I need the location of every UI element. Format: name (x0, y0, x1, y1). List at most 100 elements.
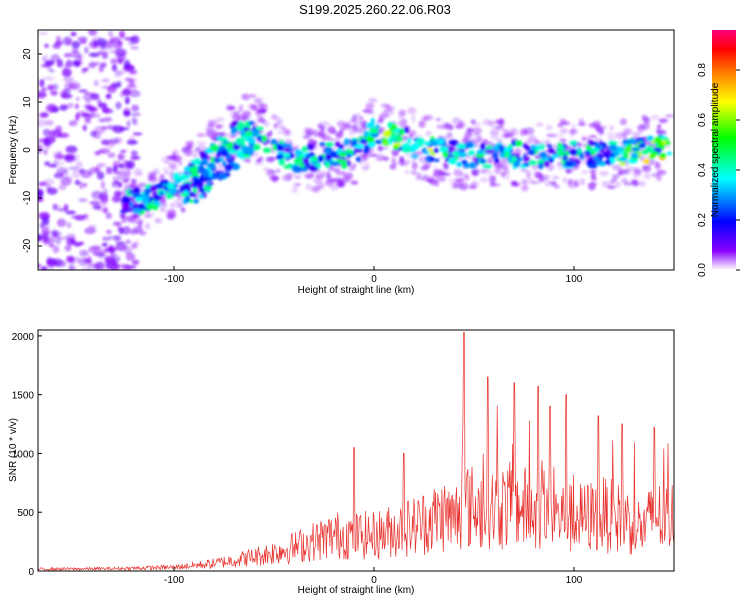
noise-blob (124, 96, 130, 105)
halo-blob (215, 117, 225, 122)
halo-blob (130, 228, 139, 235)
snr-x-label: Height of straight line (km) (298, 585, 415, 596)
noise-blob (98, 248, 108, 255)
halo-blob (567, 178, 574, 186)
ridge-blob (401, 147, 412, 153)
ridge-blob (203, 169, 210, 178)
noise-blob (89, 200, 101, 205)
ridge-blob (382, 130, 391, 137)
halo-blob (656, 129, 667, 135)
halo-blob (496, 183, 501, 187)
ridge-blob (219, 157, 224, 162)
noise-blob (101, 78, 110, 83)
halo-blob (311, 185, 320, 193)
halo-blob (484, 167, 490, 172)
noise-blob (48, 243, 55, 248)
ridge-blob (309, 165, 317, 172)
halo-blob (416, 172, 422, 179)
noise-blob (125, 252, 136, 261)
noise-blob (96, 163, 106, 167)
y-tick-label: -10 (22, 190, 33, 205)
halo-blob (258, 115, 264, 120)
noise-blob (115, 242, 127, 252)
noise-blob (78, 257, 90, 267)
ridge-blob (194, 157, 201, 166)
halo-blob (489, 129, 500, 136)
ridge-blob (411, 142, 420, 150)
halo-blob (233, 111, 239, 116)
ridge-blob (312, 156, 318, 162)
halo-blob (400, 118, 408, 126)
noise-blob (68, 166, 80, 171)
noise-blob (38, 138, 50, 143)
halo-blob (407, 130, 417, 136)
halo-blob (646, 140, 651, 145)
halo-blob (382, 156, 390, 162)
halo-blob (521, 178, 529, 186)
ridge-blob (299, 163, 305, 169)
ridge-blob (346, 153, 352, 159)
halo-blob (528, 179, 537, 185)
ridge-blob (390, 133, 399, 140)
halo-blob (144, 214, 153, 219)
ridge-blob (502, 146, 512, 152)
noise-blob (79, 181, 84, 190)
ridge-blob (623, 147, 630, 152)
noise-blob (80, 217, 91, 222)
halo-blob (650, 173, 660, 178)
noise-blob (103, 116, 113, 123)
noise-blob (63, 88, 71, 95)
noise-blob (44, 224, 50, 229)
noise-blob (107, 138, 119, 144)
noise-blob (118, 127, 130, 131)
halo-blob (317, 124, 323, 128)
noise-blob (81, 267, 92, 270)
ridge-blob (569, 148, 578, 156)
noise-blob (121, 225, 131, 235)
y-tick-label: 2000 (12, 332, 35, 343)
ridge-blob (241, 145, 250, 153)
ridge-blob (452, 151, 461, 157)
noise-blob (63, 77, 75, 83)
halo-blob (423, 114, 434, 121)
ridge-blob (363, 148, 369, 154)
noise-blob (89, 106, 98, 113)
colorbar-tick-label: 0.4 (697, 163, 708, 177)
halo-blob (591, 181, 596, 185)
noise-blob (131, 104, 140, 112)
noise-blob (111, 64, 118, 72)
halo-blob (130, 178, 137, 184)
noise-blob (66, 222, 72, 229)
halo-blob (619, 118, 627, 126)
noise-blob (126, 162, 132, 169)
halo-blob (245, 156, 252, 163)
halo-blob (269, 175, 280, 181)
noise-blob (98, 102, 108, 109)
noise-blob (84, 116, 92, 124)
halo-blob (418, 120, 426, 128)
ridge-blob (210, 156, 215, 164)
halo-blob (654, 161, 661, 169)
snr-y-label: SNR (10 * v/v) (8, 418, 19, 482)
noise-blob (119, 90, 125, 98)
halo-blob (550, 134, 558, 138)
halo-blob (170, 156, 178, 162)
halo-blob (375, 156, 382, 162)
halo-blob (454, 182, 465, 189)
noise-blob (94, 150, 101, 156)
halo-blob (527, 135, 537, 144)
ridge-blob (590, 150, 596, 156)
noise-blob (41, 216, 50, 226)
halo-blob (550, 181, 557, 187)
noise-blob (117, 163, 124, 168)
halo-blob (126, 169, 132, 176)
halo-blob (609, 125, 614, 131)
ridge-blob (416, 138, 425, 145)
noise-blob (88, 245, 100, 254)
halo-blob (236, 114, 246, 123)
noise-blob (71, 40, 81, 49)
halo-blob (160, 208, 166, 212)
halo-blob (361, 153, 368, 162)
noise-blob (65, 210, 76, 215)
